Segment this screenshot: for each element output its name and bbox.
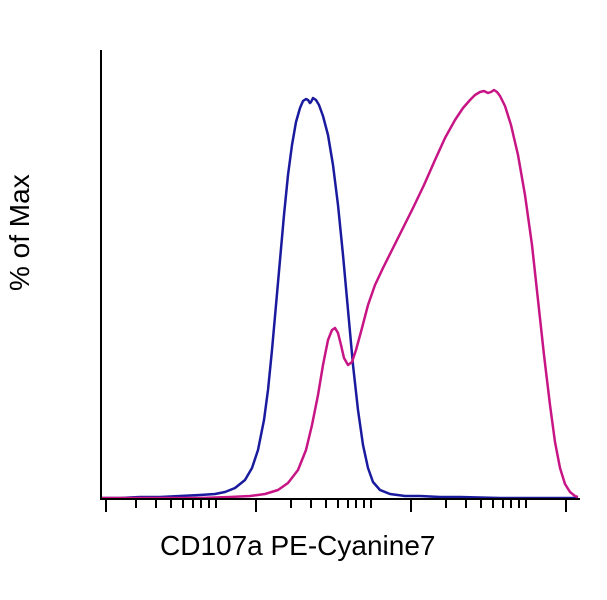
x-tick-minor [290,500,292,508]
x-tick-minor [525,500,527,508]
x-tick-minor [325,500,327,508]
x-tick-minor [155,500,157,508]
x-tick-major [255,500,257,512]
x-tick-minor [182,500,184,508]
x-tick-major [105,500,107,512]
x-tick-minor [337,500,339,508]
x-tick-minor [465,500,467,508]
x-tick-minor [200,500,202,508]
x-tick-minor [518,500,520,508]
x-tick-minor [347,500,349,508]
x-tick-minor [445,500,447,508]
x-tick-major [565,500,567,512]
flow-cytometry-histogram [100,50,580,500]
x-tick-minor [480,500,482,508]
x-tick-minor [370,500,372,508]
y-axis-label: % of Max [4,174,36,291]
x-tick-minor [192,500,194,508]
x-tick-minor [355,500,357,508]
x-tick-minor [135,500,137,508]
x-axis-label: CD107a PE-Cyanine7 [160,530,436,562]
x-tick-minor [510,500,512,508]
x-axis-ticks [100,500,580,520]
x-tick-minor [363,500,365,508]
x-tick-minor [215,500,217,508]
plot-border [100,50,580,500]
x-tick-minor [502,500,504,508]
x-tick-minor [170,500,172,508]
x-tick-major [410,500,412,512]
x-tick-minor [208,500,210,508]
x-tick-minor [310,500,312,508]
x-tick-minor [492,500,494,508]
